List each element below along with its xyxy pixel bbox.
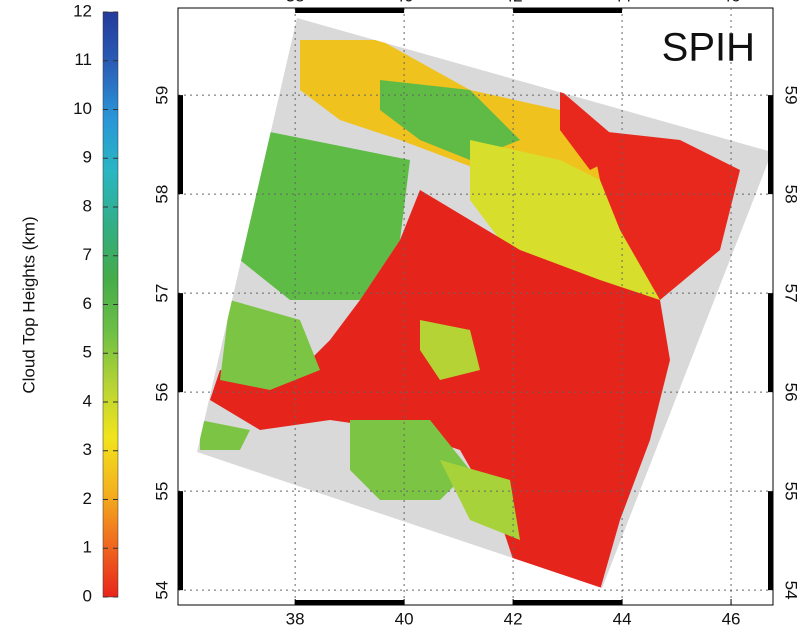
frame-bar [295,8,405,13]
colorbar-tick-label: 12 [73,1,92,20]
y-tick-label-right: 54 [782,581,801,600]
frame-bar [513,8,623,13]
colorbar-tick-label: 9 [83,148,92,167]
y-tick-label-right: 57 [782,284,801,303]
colorbar-tick-label: 0 [83,586,92,605]
colorbar-tick-label: 5 [83,343,92,362]
x-tick-label: 38 [286,609,305,628]
cloud-field [200,40,740,588]
y-tick-label: 55 [152,482,171,501]
y-tick-label: 58 [152,185,171,204]
x-tick-label-top: 46 [722,0,741,5]
colorbar-label: Cloud Top Heights (km) [19,216,38,393]
y-tick-label: 59 [152,86,171,105]
colorbar-tick-label: 8 [83,196,92,215]
frame-bar [768,491,773,591]
x-tick-label: 40 [395,609,414,628]
x-tick-label: 42 [504,609,523,628]
colorbar-tick-label: 2 [83,489,92,508]
colorbar-tick-label: 10 [73,99,92,118]
y-tick-label: 56 [152,383,171,402]
map-title: SPIH [662,26,755,70]
frame-bar [178,95,183,195]
colorbar-tick-label: 4 [83,391,92,410]
frame-bar [178,293,183,393]
y-tick-label-right: 59 [782,86,801,105]
x-tick-label-top: 38 [286,0,305,5]
frame-bar [295,600,405,605]
frame-bar [768,95,773,195]
y-tick-label-right: 58 [782,185,801,204]
y-tick-label-right: 56 [782,383,801,402]
y-tick-label: 54 [152,581,171,600]
colorbar-tick-label: 3 [83,440,92,459]
frame-bar [513,600,623,605]
x-tick-label-top: 42 [504,0,523,5]
y-tick-label-right: 55 [782,482,801,501]
colorbar-tick-label: 6 [83,294,92,313]
colorbar-tick-label: 7 [83,245,92,264]
frame-bar [768,293,773,393]
colorbar-tick-label: 11 [74,50,92,69]
x-tick-label: 46 [722,609,741,628]
x-tick-label-top: 40 [395,0,414,5]
y-tick-label: 57 [152,284,171,303]
colorbar-tick-label: 1 [83,538,92,557]
x-tick-label-top: 44 [613,0,632,5]
x-tick-label: 44 [613,609,632,628]
frame-bar [178,491,183,591]
